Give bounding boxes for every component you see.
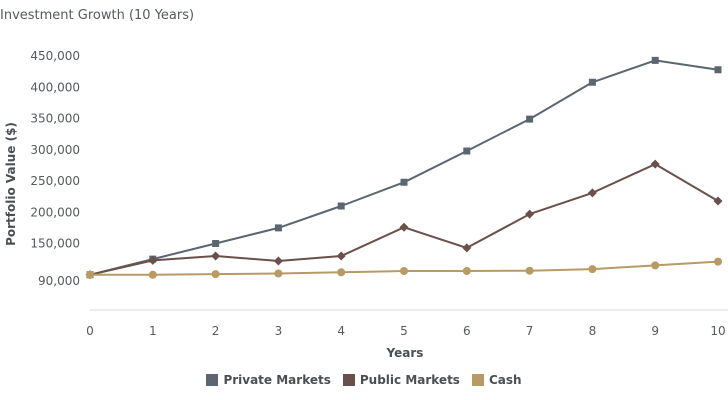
data-point-cash [337, 268, 346, 277]
legend-label: Private Markets [223, 373, 331, 387]
x-tick-label: 5 [400, 324, 408, 338]
y-axis-title: Portfolio Value ($) [4, 122, 18, 246]
data-point-private-markets [651, 56, 659, 64]
legend-swatch [206, 374, 219, 386]
legend-item-cash: Cash [471, 373, 522, 387]
data-point-private-markets [400, 178, 408, 186]
y-tick-label: 350,000 [30, 112, 80, 126]
data-point-public-markets [336, 251, 346, 261]
data-point-private-markets [526, 115, 534, 123]
chart-title: Investment Growth (10 Years) [0, 8, 195, 23]
data-point-private-markets [337, 202, 345, 210]
data-point-private-markets [212, 240, 220, 247]
data-point-public-markets [650, 159, 660, 169]
data-point-public-markets [587, 188, 597, 198]
x-tick-label: 0 [86, 324, 94, 338]
data-point-cash [274, 269, 283, 278]
x-tick-label: 6 [463, 324, 471, 338]
data-point-public-markets [211, 251, 221, 261]
y-tick-label: 300,000 [30, 143, 80, 157]
data-point-cash [86, 270, 94, 279]
legend-label: Public Markets [359, 373, 460, 387]
y-tick-label: 90,000 [38, 274, 80, 288]
y-tick-label: 200,000 [30, 205, 80, 219]
x-tick-label: 7 [526, 324, 534, 338]
x-tick-label: 8 [589, 324, 597, 338]
legend-swatch [342, 374, 355, 386]
x-axis-title: Years [386, 346, 424, 360]
data-point-cash [462, 267, 471, 275]
data-point-cash [714, 257, 722, 266]
data-point-public-markets [148, 255, 158, 265]
x-tick-label: 1 [149, 324, 157, 338]
data-point-cash [588, 265, 597, 274]
data-point-cash [525, 266, 534, 275]
y-tick-label: 250,000 [30, 174, 80, 188]
y-tick-label: 400,000 [30, 80, 80, 94]
chart-legend: Private Markets Public Markets Cash [0, 373, 728, 387]
data-point-private-markets [588, 78, 596, 86]
data-point-public-markets [462, 243, 472, 253]
x-tick-label: 2 [212, 324, 220, 338]
data-point-public-markets [525, 209, 535, 219]
legend-swatch [471, 374, 484, 386]
legend-label: Cash [488, 373, 522, 387]
x-tick-label: 10 [710, 324, 725, 338]
data-point-private-markets [274, 224, 282, 232]
data-point-cash [211, 270, 220, 279]
legend-item-public-markets: Public Markets [342, 373, 460, 387]
legend-item-private-markets: Private Markets [206, 373, 331, 387]
y-tick-label: 150,000 [30, 237, 80, 251]
series-line-private-markets [89, 59, 719, 276]
data-point-cash [651, 261, 660, 270]
x-tick-label: 9 [651, 324, 659, 338]
y-tick-label: 450,000 [30, 49, 80, 63]
data-point-public-markets [399, 222, 409, 232]
data-point-public-markets [713, 196, 723, 206]
data-point-private-markets [714, 66, 722, 74]
data-point-public-markets [273, 256, 283, 266]
data-point-cash [148, 270, 157, 279]
x-tick-label: 4 [337, 324, 345, 338]
x-tick-label: 3 [275, 324, 283, 338]
data-point-cash [400, 267, 408, 275]
data-point-private-markets [463, 147, 471, 155]
